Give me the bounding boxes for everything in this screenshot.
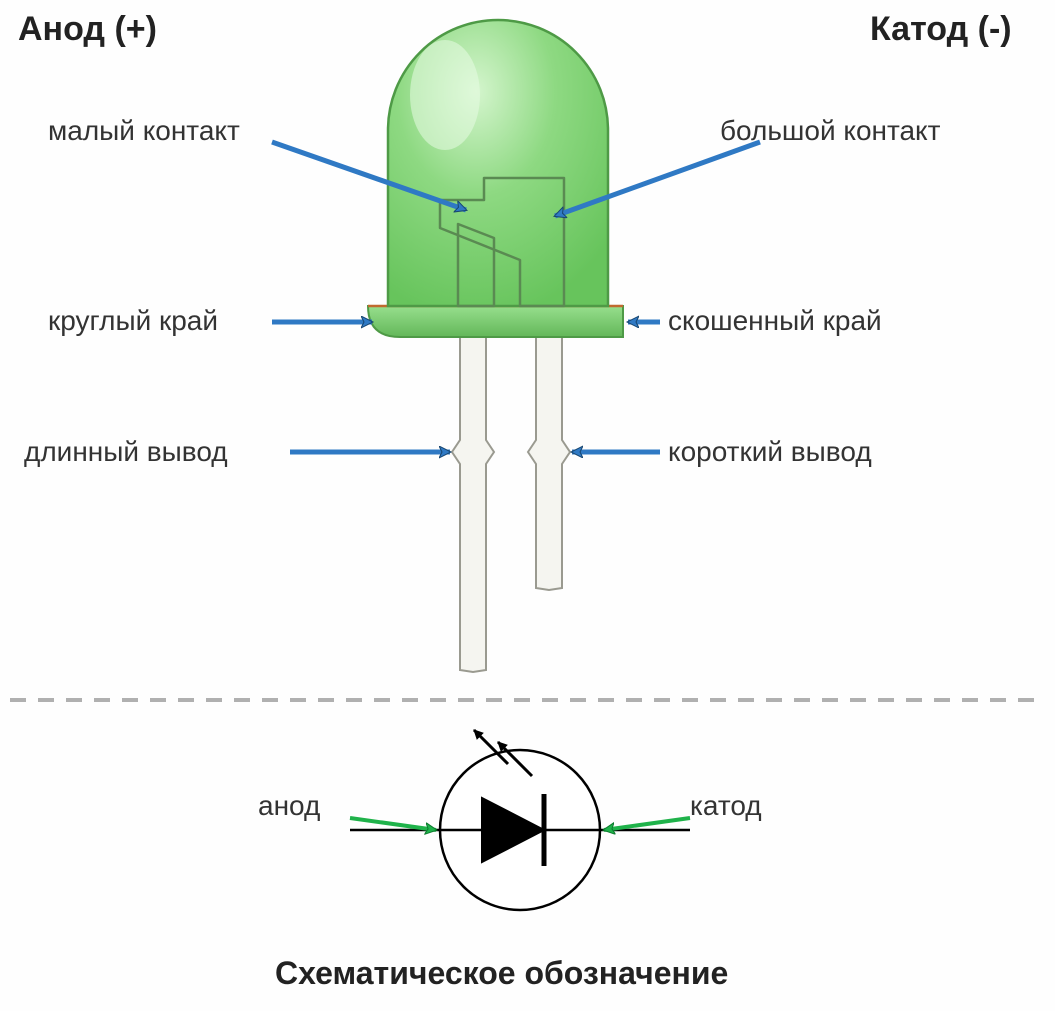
led-leads-icon bbox=[452, 337, 570, 672]
cathode-symbol-arrow bbox=[604, 818, 690, 830]
schematic-symbol-icon bbox=[350, 730, 690, 910]
led-diagram: Анод (+) Катод (-) малый контакт большой… bbox=[0, 0, 1055, 1011]
led-body-icon bbox=[388, 20, 608, 306]
diagram-svg bbox=[0, 0, 1055, 1011]
anode-symbol-arrow bbox=[350, 818, 436, 830]
led-flange-icon bbox=[368, 306, 623, 337]
